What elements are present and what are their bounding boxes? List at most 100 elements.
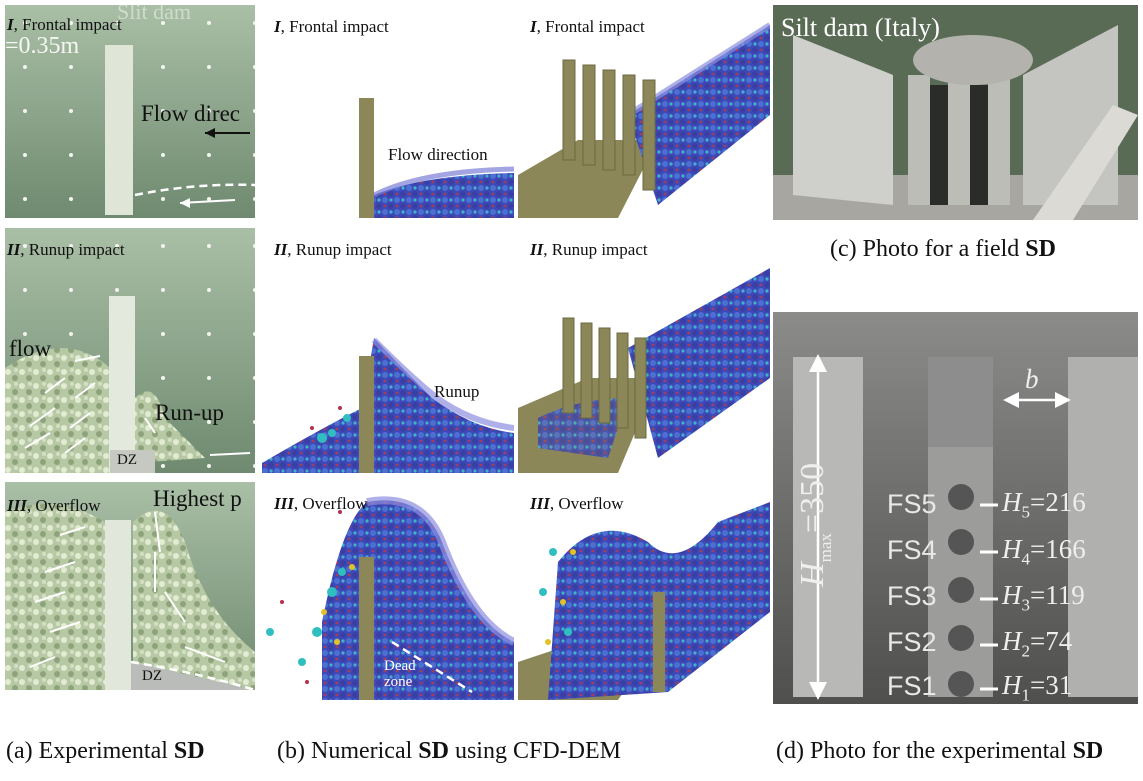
annotation: Highest p: [153, 486, 242, 512]
symbol: H: [1002, 670, 1022, 700]
row-label: I, Frontal impact: [7, 15, 122, 35]
sensor-name: FS4: [887, 535, 937, 566]
value: =74: [1030, 626, 1072, 656]
annotation: Flow direc: [141, 101, 240, 127]
annotation: DZ: [142, 668, 162, 685]
caption-bold: SD: [174, 738, 205, 764]
caption-text: (a) Experimental: [6, 738, 174, 764]
field-photo: Silt dam (Italy): [773, 5, 1138, 220]
caption: (d) Photo for the experimental SD: [776, 738, 1103, 765]
numeral: II: [7, 240, 20, 259]
row-label: II, Runup impact: [7, 240, 125, 260]
value: =31: [1030, 670, 1072, 700]
photo-label: Silt dam (Italy): [781, 13, 940, 43]
figure: { "panel_a": { "rows": [ {"numeral": "I"…: [0, 0, 1143, 781]
caption: (a) Experimental SD: [6, 738, 205, 765]
row-label: II, Runup impact: [274, 240, 392, 260]
value: =166: [1030, 534, 1086, 564]
numeral: II: [530, 240, 543, 259]
subscript: 4: [1022, 549, 1031, 568]
value: =350: [794, 463, 831, 533]
row-label: III, Overflow: [274, 494, 368, 514]
label: , Runup impact: [20, 240, 124, 259]
simulation-3d: I, Frontal impact: [518, 5, 770, 220]
caption-text: using CFD-DEM: [449, 738, 621, 764]
sensor-height: H3=119: [1002, 580, 1085, 615]
render: [518, 228, 770, 473]
render: [262, 5, 514, 220]
caption: (c) Photo for a field SD: [830, 236, 1056, 263]
numeral: II: [274, 240, 287, 259]
simulation-3d: III, Overflow: [518, 482, 770, 700]
numeral: III: [530, 494, 550, 513]
sensor-name: FS3: [887, 581, 937, 612]
subscript: 1: [1022, 685, 1031, 704]
row-label: III, Overflow: [7, 496, 101, 516]
simulation-2d: II, Runup impact Runup: [262, 228, 514, 473]
numeral: I: [530, 17, 537, 36]
annotation: flow: [9, 336, 51, 362]
subscript: 2: [1022, 641, 1031, 660]
row-label: III, Overflow: [530, 494, 624, 514]
caption-text: (d) Photo for the experimental: [776, 738, 1073, 764]
simulation-3d: II, Runup impact: [518, 228, 770, 473]
experiment-model-photo: Hmax=350 b FS5 H5=216 FS4 H4=166 FS3 H3=…: [773, 312, 1138, 704]
experiment-photo: I, Frontal impact Slit dam =0.35m Flow d…: [5, 5, 255, 218]
annotation: DZ: [117, 452, 137, 469]
label: , Frontal impact: [537, 17, 645, 36]
numeral: I: [7, 15, 14, 34]
label: , Overflow: [550, 494, 624, 513]
render: [518, 5, 770, 220]
numeral: I: [274, 17, 281, 36]
gap-label: b: [1025, 364, 1039, 395]
annotation: Run-up: [155, 400, 224, 426]
label: , Overflow: [294, 494, 368, 513]
subscript: 3: [1022, 595, 1031, 614]
symbol: H: [794, 562, 831, 587]
annotation: =0.35m: [5, 33, 79, 60]
symbol: H: [1002, 580, 1022, 610]
numeral: III: [7, 496, 27, 515]
sensor-name: FS1: [887, 671, 937, 702]
page: Slit dam figure html, body { margin: 0; …: [0, 0, 1143, 781]
symbol: H: [1002, 626, 1022, 656]
sensor-height: H5=216: [1002, 487, 1086, 522]
caption: (b) Numerical SD using CFD-DEM: [277, 738, 621, 765]
caption-bold: SD: [1073, 738, 1104, 764]
sensor-name: FS2: [887, 627, 937, 658]
sensor-height: H1=31: [1002, 670, 1072, 704]
symbol: b: [1025, 364, 1039, 394]
row-label: I, Frontal impact: [274, 17, 389, 37]
label: , Frontal impact: [14, 15, 122, 34]
symbol: H: [1002, 487, 1022, 517]
row-label: II, Runup impact: [530, 240, 648, 260]
numeral: III: [274, 494, 294, 513]
annotation: Flow direction: [388, 145, 488, 165]
row-label: I, Frontal impact: [530, 17, 645, 37]
label: , Runup impact: [287, 240, 391, 259]
subscript: 5: [1022, 502, 1031, 521]
value: =216: [1030, 487, 1086, 517]
render: [518, 482, 770, 700]
symbol: H: [1002, 534, 1022, 564]
label: , Frontal impact: [281, 17, 389, 36]
label: , Overflow: [27, 496, 101, 515]
annotation-line: Dead: [384, 658, 416, 674]
label: , Runup impact: [543, 240, 647, 259]
annotation: Runup: [434, 382, 479, 402]
experiment-photo: II, Runup impact flow Run-up DZ: [5, 228, 255, 473]
annotation: Slit dam: [117, 5, 191, 25]
caption-text: (c) Photo for a field: [830, 236, 1025, 262]
sensor-name: FS5: [887, 489, 937, 520]
annotation-line: zone: [384, 674, 416, 690]
sensor-height: H2=74: [1002, 626, 1072, 661]
simulation-2d: I, Frontal impact Flow direction: [262, 5, 514, 220]
sensor-height: H4=166: [1002, 534, 1086, 569]
subscript: max: [816, 533, 835, 562]
caption-bold: SD: [1025, 236, 1056, 262]
height-label: Hmax=350: [794, 463, 836, 587]
caption-text: (b) Numerical: [277, 738, 418, 764]
render: [262, 228, 514, 473]
